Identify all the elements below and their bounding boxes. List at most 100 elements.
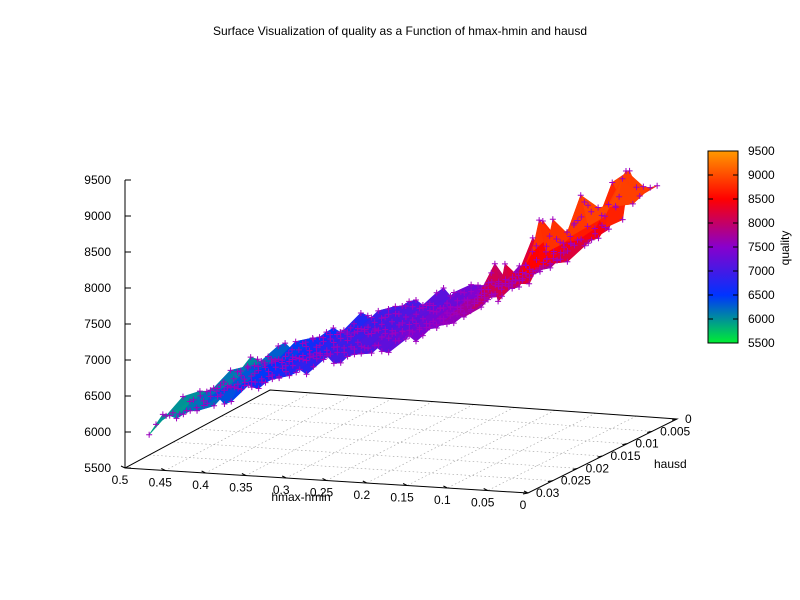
data-point-marker (478, 304, 485, 311)
data-point-marker (601, 213, 608, 220)
data-point-marker (536, 217, 543, 224)
colorbar-tick-label: 8500 (748, 192, 775, 206)
data-point-marker (217, 381, 224, 388)
data-point-marker (279, 365, 286, 372)
x-tick-mark (281, 475, 287, 479)
data-point-marker (595, 235, 602, 242)
data-point-marker (581, 242, 588, 249)
x-tick-mark (322, 478, 327, 481)
data-point-marker (365, 324, 372, 331)
data-point-marker (495, 283, 502, 290)
x-grid-line (366, 407, 515, 484)
data-point-marker (592, 230, 599, 237)
data-point-marker (605, 201, 612, 208)
data-point-marker (471, 300, 478, 307)
data-point-marker (529, 234, 536, 241)
data-point-marker (636, 192, 643, 199)
data-point-marker (485, 279, 492, 286)
x-tick-label: 0.25 (310, 486, 334, 500)
data-point-marker (361, 328, 368, 335)
data-point-marker (347, 324, 354, 331)
data-point-marker (354, 339, 361, 346)
y-tick-label: 0.03 (536, 486, 560, 500)
data-point-marker (316, 342, 323, 349)
data-point-marker (166, 412, 173, 419)
data-point-marker (310, 336, 317, 343)
data-point-marker (351, 345, 358, 352)
data-point-marker (238, 386, 245, 393)
data-point-marker (475, 282, 482, 289)
data-point-marker (581, 198, 588, 205)
data-point-marker (382, 330, 389, 337)
data-point-marker (396, 321, 403, 328)
colorbar-tick-label: 5500 (748, 336, 775, 350)
x-grid-line (245, 398, 393, 476)
y-tick-mark (597, 455, 603, 458)
data-point-marker (609, 179, 616, 186)
data-point-marker (200, 402, 207, 409)
data-point-marker (447, 303, 454, 310)
z-tick-label: 7500 (84, 317, 111, 331)
colorbar-tick-label: 6000 (748, 312, 775, 326)
y-tick-label: 0 (685, 412, 692, 426)
z-tick-label: 8500 (84, 245, 111, 259)
data-point-marker (406, 298, 413, 305)
y-tick-label: 0.005 (660, 424, 690, 438)
data-point-marker (542, 248, 549, 255)
data-point-marker (169, 409, 176, 416)
data-point-marker (392, 329, 399, 336)
data-point-marker (299, 340, 306, 347)
x-tick-mark (443, 485, 448, 489)
data-point-marker (519, 269, 526, 276)
data-point-marker (420, 315, 427, 322)
data-point-marker (509, 274, 516, 281)
data-point-marker (549, 216, 556, 223)
data-point-marker (588, 236, 595, 243)
data-point-marker (478, 286, 485, 293)
data-point-marker (334, 349, 341, 356)
data-point-marker (303, 357, 310, 364)
data-point-marker (375, 307, 382, 314)
data-point-marker (228, 398, 235, 405)
data-point-marker (327, 335, 334, 342)
data-point-marker (444, 310, 451, 317)
data-point-marker (217, 392, 224, 399)
data-point-marker (351, 351, 358, 358)
data-point-marker (275, 356, 282, 363)
data-point-marker (295, 346, 302, 353)
data-point-marker (211, 402, 218, 409)
data-point-marker (235, 385, 242, 392)
data-point-marker (283, 368, 290, 375)
data-point-marker (327, 351, 334, 358)
data-point-marker (560, 249, 567, 256)
data-point-marker (454, 311, 461, 318)
x-tick-label: 0.45 (149, 476, 173, 490)
data-point-marker (413, 297, 420, 304)
data-point-marker (481, 290, 488, 297)
y-tick-label: 0.02 (586, 461, 610, 475)
data-point-marker (526, 280, 533, 287)
data-point-marker (512, 277, 519, 284)
data-point-marker (220, 379, 227, 386)
data-point-marker (337, 359, 344, 366)
data-point-marker (293, 354, 300, 361)
data-point-marker (488, 279, 495, 286)
data-point-marker (616, 193, 623, 200)
data-point-marker (478, 292, 485, 299)
data-point-marker (286, 358, 293, 365)
data-point-marker (578, 213, 585, 220)
data-point-marker (571, 242, 578, 249)
data-point-marker (474, 294, 481, 301)
data-point-marker (324, 352, 331, 359)
data-point-marker (409, 328, 416, 335)
data-point-marker (310, 363, 317, 370)
z-tick-label: 9500 (84, 173, 111, 187)
surface-plot (146, 167, 661, 438)
data-point-marker (289, 353, 296, 360)
x-tick-mark (362, 480, 368, 484)
data-point-marker (378, 321, 385, 328)
data-point-marker (461, 289, 468, 296)
data-point-marker (499, 293, 505, 300)
data-point-marker (351, 329, 358, 336)
data-point-marker (619, 175, 626, 182)
